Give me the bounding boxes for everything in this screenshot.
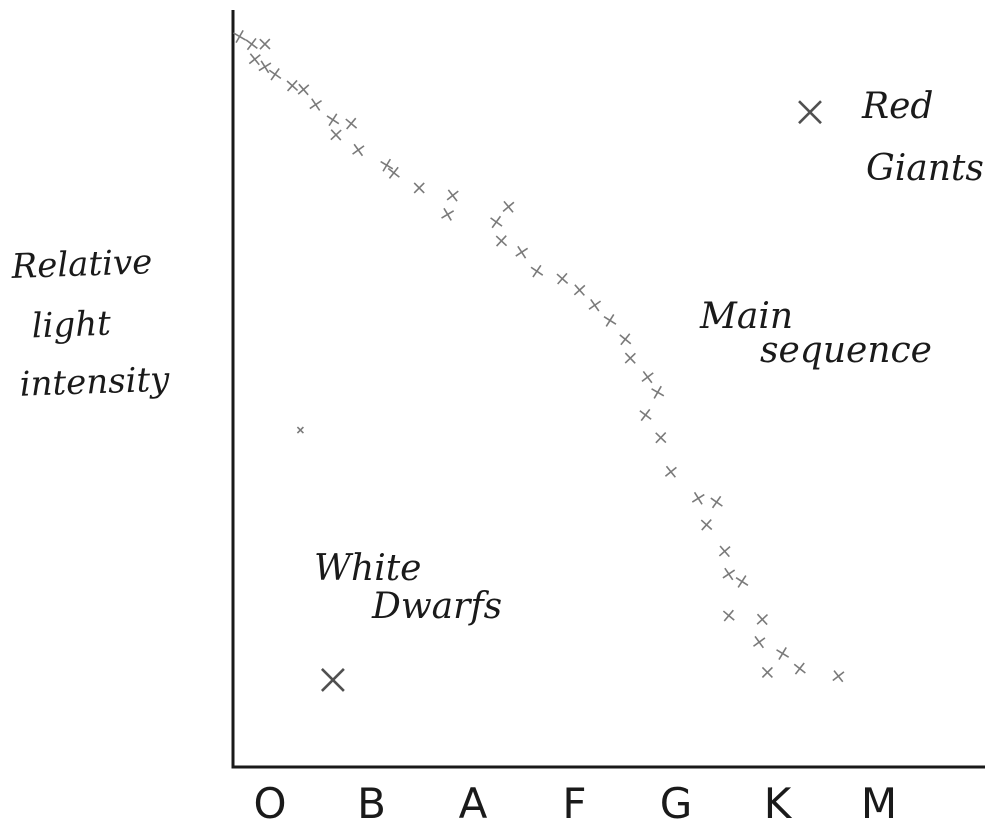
main-sequence-point-27 [603, 313, 617, 327]
main-sequence-point-22 [515, 245, 529, 259]
main-sequence-point-20 [495, 235, 508, 247]
main-sequence-point-13 [352, 143, 365, 157]
main-sequence-point-15 [387, 166, 400, 179]
x-tick-label-m: M [861, 779, 897, 827]
main-sequence-point-41 [722, 609, 735, 622]
main-sequence-label: Main sequence [699, 296, 932, 371]
y-axis-label: Relative light intensity [10, 242, 171, 405]
red-giants-label: Red Giants [861, 86, 984, 189]
y-axis-label-line-2: light [31, 304, 112, 347]
main-sequence-point-31 [651, 385, 665, 399]
y-axis-label-line-1: Relative [10, 242, 153, 287]
main-sequence-point-23 [530, 264, 544, 278]
main-sequence-point-40 [735, 575, 749, 588]
white-dwarfs-point-2 [296, 426, 304, 434]
main-sequence-point-8 [297, 83, 310, 96]
main-sequence-point-43 [753, 635, 766, 649]
main-sequence-point-19 [490, 215, 503, 229]
x-tick-label-k: K [764, 779, 793, 827]
x-tick-labels: O B A F G K M [253, 779, 897, 827]
main-sequence-point-4 [248, 53, 261, 66]
main-sequence-point-44 [776, 647, 790, 660]
main-sequence-point-12 [330, 129, 342, 141]
main-sequence-point-35 [691, 491, 705, 505]
red-giants-point-1 [798, 100, 822, 125]
main-sequence-point-21 [502, 200, 515, 213]
main-sequence-point-6 [268, 68, 282, 81]
main-sequence-point-47 [832, 670, 845, 683]
white-dwarfs-label-line-1: White [314, 548, 421, 589]
x-tick-label-a: A [459, 779, 488, 827]
x-tick-label-g: G [660, 779, 693, 827]
main-sequence-point-5 [258, 60, 272, 74]
main-sequence-point-17 [446, 189, 459, 202]
main-sequence-point-37 [700, 519, 713, 531]
main-sequence-point-32 [639, 408, 652, 422]
main-sequence-point-30 [641, 370, 654, 384]
main-sequence-point-9 [309, 98, 323, 111]
main-sequence-point-25 [573, 284, 586, 296]
main-sequence-point-36 [710, 495, 723, 509]
x-tick-label-f: F [562, 779, 586, 827]
main-sequence-point-29 [624, 352, 636, 364]
axes [231, 10, 985, 769]
main-sequence-point-28 [619, 333, 632, 346]
white-dwarfs-point-1 [320, 667, 345, 692]
main-sequence-point-18 [441, 207, 455, 221]
main-sequence-point-46 [761, 666, 773, 678]
main-sequence-point-7 [286, 79, 299, 92]
main-sequence-point-16 [413, 182, 425, 194]
main-sequence-point-26 [588, 298, 602, 312]
main-sequence-point-39 [722, 567, 736, 581]
x-tick-label-o: O [253, 779, 286, 827]
main-sequence-point-45 [793, 662, 806, 675]
red-giants-label-line-1: Red [861, 86, 933, 127]
white-dwarfs-label: White Dwarfs [314, 548, 502, 627]
red-giants-label-line-2: Giants [866, 148, 984, 189]
main-sequence-label-line-1: Main [699, 296, 793, 337]
main-sequence-point-2 [245, 37, 258, 51]
main-sequence-point-33 [655, 432, 667, 444]
main-sequence-point-24 [556, 272, 569, 285]
x-tick-label-b: B [357, 779, 386, 827]
y-axis-label-line-3: intensity [19, 360, 171, 405]
main-sequence-point-1 [233, 29, 247, 44]
white-dwarfs-label-line-2: Dwarfs [371, 586, 502, 627]
main-sequence-point-38 [718, 545, 731, 558]
main-sequence-label-line-2: sequence [760, 330, 932, 371]
main-sequence-point-11 [345, 117, 358, 130]
main-sequence-point-14 [380, 158, 394, 172]
main-sequence-point-10 [326, 113, 340, 127]
main-sequence-point-3 [259, 38, 271, 50]
main-sequence-point-42 [756, 613, 769, 626]
data-marks [233, 29, 845, 692]
main-sequence-point-34 [664, 465, 677, 478]
